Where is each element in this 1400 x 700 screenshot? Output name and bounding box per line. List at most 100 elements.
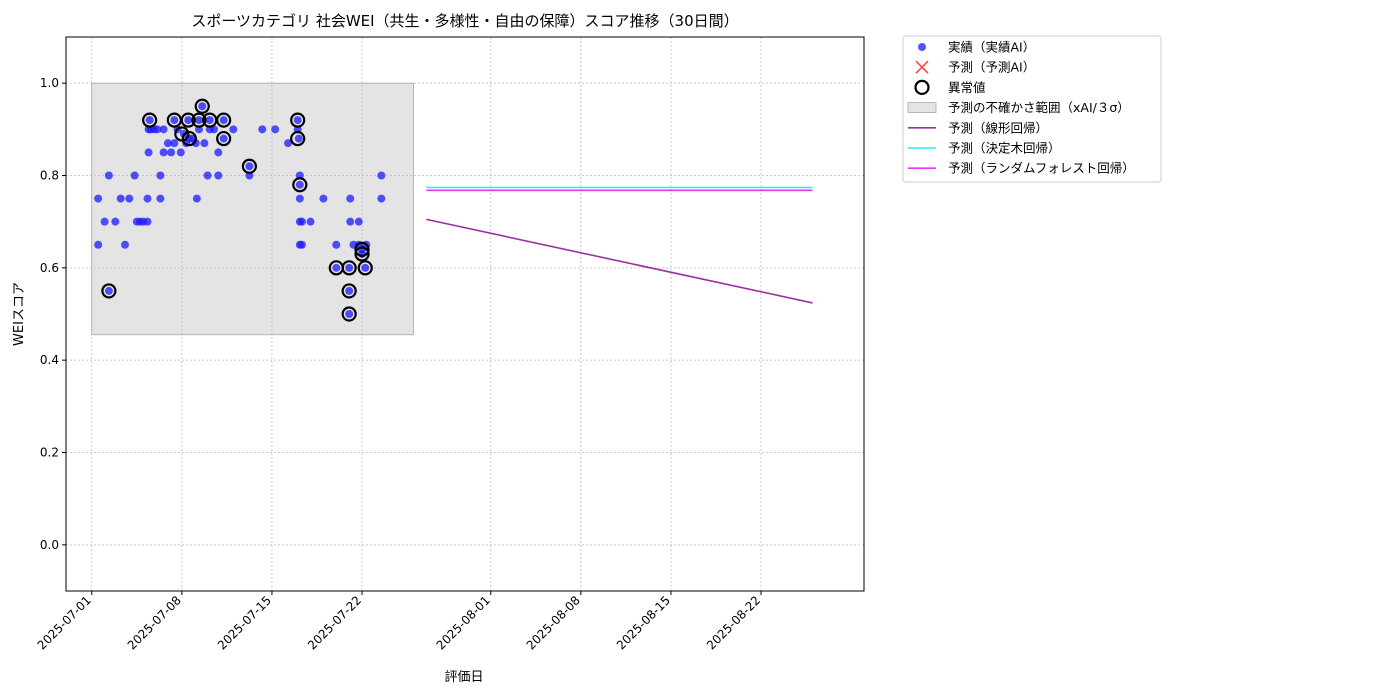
actual-point (271, 125, 280, 134)
anomaly-marker (181, 130, 197, 147)
actual-point (143, 217, 152, 226)
anomaly-marker (341, 283, 357, 299)
actual-point (94, 194, 103, 203)
actual-point (319, 194, 328, 203)
y-tick-label: 0.2 (40, 446, 59, 460)
actual-point (203, 171, 212, 180)
prediction-lines-layer (426, 186, 813, 304)
anomaly-marker (290, 130, 306, 147)
legend-entry: 予測（線形回帰） (908, 120, 1048, 135)
actual-point (145, 116, 154, 125)
actual-point (111, 217, 120, 226)
legend-entry: 予測（予測AI） (915, 60, 1035, 75)
actual-point (143, 194, 152, 203)
actual-point (130, 171, 139, 180)
actual-point (306, 217, 315, 226)
y-tick-label: 0.0 (40, 538, 59, 552)
legend-label: 予測（予測AI） (948, 60, 1035, 75)
actual-point (198, 102, 207, 111)
anomaly-marker (292, 177, 308, 193)
legend-marker (918, 43, 926, 51)
plot-frame (65, 36, 865, 592)
actual-point (361, 263, 370, 272)
anomaly-marker (191, 112, 207, 128)
actual-point (176, 148, 185, 157)
actual-point (205, 116, 214, 125)
actual-point (104, 171, 113, 180)
anomaly-marker (174, 126, 190, 142)
actual-point (100, 217, 109, 226)
uncertainty-band (91, 82, 414, 336)
actual-point (156, 194, 165, 203)
anomaly-marker (341, 260, 357, 276)
chart-title: スポーツカテゴリ 社会WEI（共生・多様性・自由の保障）スコア推移（30日間） (191, 12, 738, 30)
y-tick-label: 0.4 (40, 353, 59, 367)
actual-point (120, 240, 129, 249)
actual-point (377, 194, 386, 203)
legend-marker (915, 60, 929, 74)
actual-point (214, 171, 223, 180)
actual-point (345, 263, 354, 272)
legend-marker (914, 79, 930, 96)
anomaly-marker (142, 112, 158, 128)
actual-point (219, 134, 228, 143)
actual-point (104, 286, 113, 295)
actual-point (229, 125, 238, 134)
actual-point (214, 148, 223, 157)
legend-label: 異常値 (948, 80, 986, 95)
actual-point (195, 116, 203, 125)
legend-label: 予測の不確かさ範囲（xAI/３σ） (948, 100, 1130, 115)
anomaly-marker (341, 306, 357, 322)
legend-marker (907, 102, 937, 113)
actual-point (332, 240, 341, 249)
y-tick-label: 0.8 (40, 169, 59, 183)
actual-point (156, 171, 165, 180)
plot-area (65, 36, 865, 592)
actual-point (184, 116, 193, 125)
uncertainty-band-layer (91, 82, 414, 336)
legend-entry: 予測の不確かさ範囲（xAI/３σ） (907, 100, 1130, 115)
actual-point (159, 125, 168, 134)
actual-point (258, 125, 267, 134)
actual-point (293, 116, 302, 125)
actual-point (94, 240, 103, 249)
actual-point (219, 116, 228, 125)
legend-label: 予測（線形回帰） (948, 120, 1048, 135)
y-tick-label: 0.6 (40, 261, 59, 275)
actual-point (167, 148, 176, 157)
anomaly-marker (290, 112, 306, 128)
legend-entry: 予測（決定木回帰） (908, 141, 1061, 156)
actual-point (377, 171, 386, 180)
actual-point (144, 148, 153, 157)
actual-point (345, 286, 354, 295)
actual-point (116, 194, 125, 203)
actual-point (245, 162, 254, 171)
actual-point (297, 240, 306, 249)
actual-point (332, 263, 341, 272)
anomaly-markers-layer (101, 98, 373, 322)
legend-entry: 予測（ランダムフォレスト回帰） (908, 161, 1135, 176)
actual-point (297, 217, 306, 226)
actual-point (345, 310, 354, 318)
actual-point (294, 134, 303, 143)
anomaly-marker (354, 241, 370, 257)
legend-label: 実績（実績AI） (948, 40, 1035, 55)
actual-point (192, 194, 201, 203)
actual-point (295, 194, 304, 203)
actual-point (159, 148, 168, 157)
legend-frame (902, 35, 1162, 183)
anomaly-marker (194, 98, 210, 114)
actual-point (125, 194, 134, 203)
x-axis-label: 評価日 (444, 670, 483, 685)
y-axis-label: WEIスコア (12, 282, 27, 346)
actual-point (191, 139, 200, 148)
legend-label: 予測（決定木回帰） (948, 141, 1061, 156)
anomaly-marker (357, 260, 373, 276)
actual-point (170, 139, 179, 148)
actual-point (346, 217, 355, 226)
actual-point (200, 139, 209, 148)
anomaly-marker (180, 112, 196, 128)
legend-entry: 異常値 (914, 79, 986, 96)
